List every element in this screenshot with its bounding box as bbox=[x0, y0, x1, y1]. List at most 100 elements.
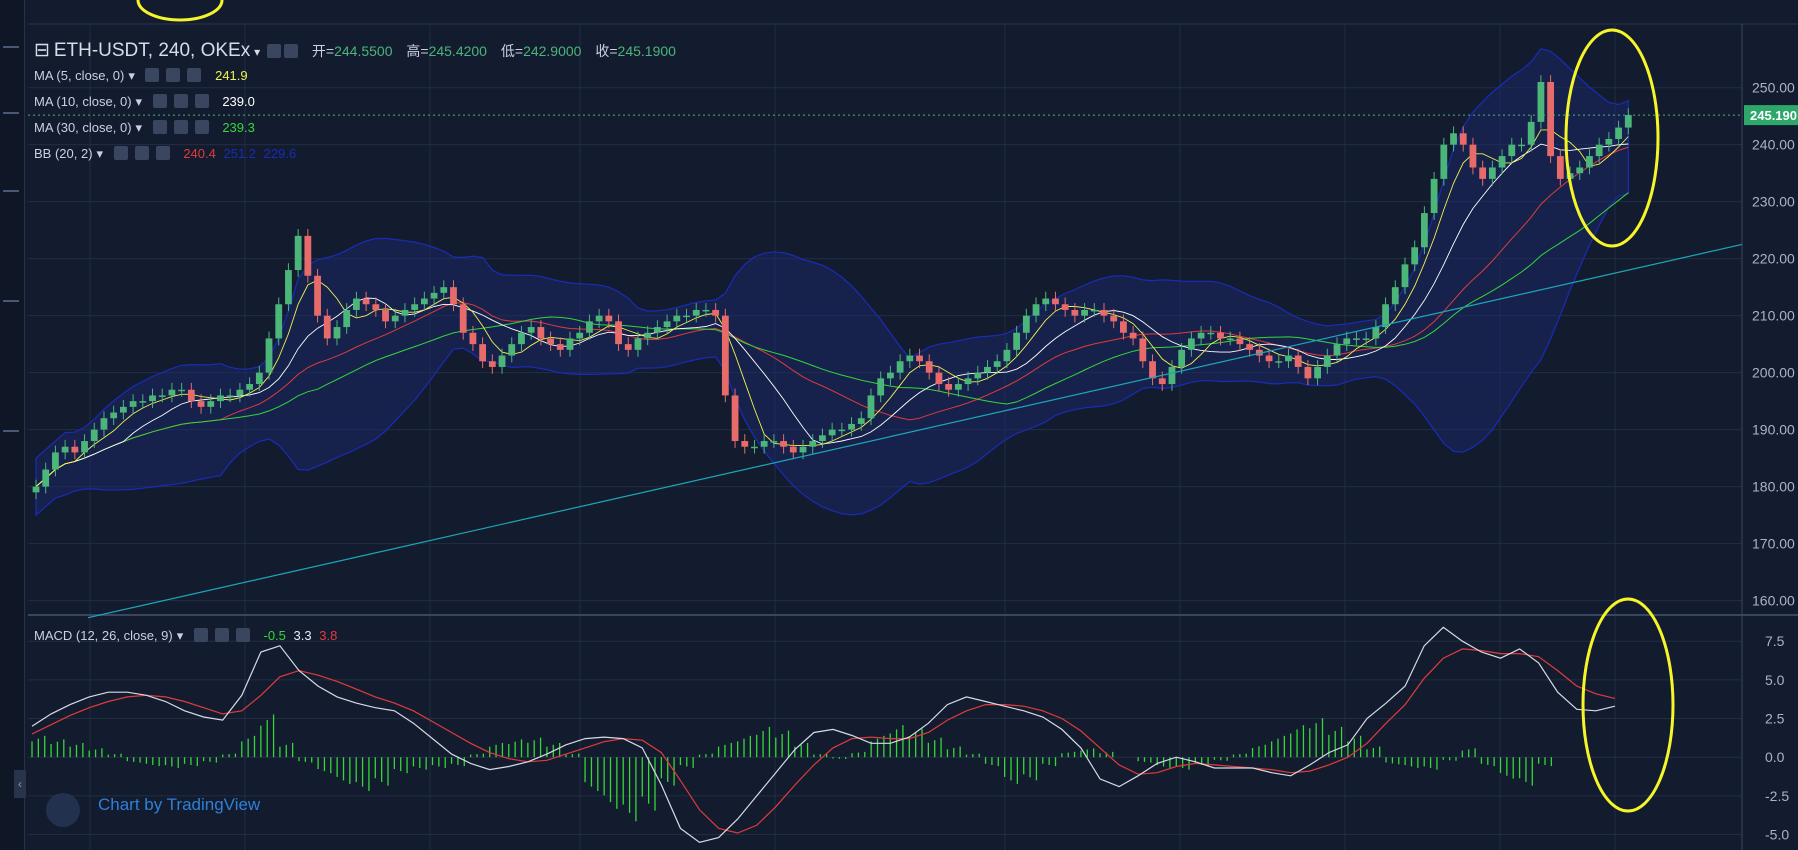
close-icon[interactable] bbox=[194, 120, 209, 134]
indicator-bb[interactable]: BB (20, 2) ▾ 240.4 251.2 229.6 bbox=[34, 146, 300, 162]
last-price-value: 245.190 bbox=[1750, 108, 1797, 123]
gear-icon[interactable] bbox=[284, 44, 299, 58]
candle-body bbox=[100, 418, 108, 430]
candle-body bbox=[1207, 332, 1215, 335]
fib-tool-icon[interactable] bbox=[3, 190, 19, 192]
candle-body bbox=[1459, 133, 1467, 145]
gear-icon[interactable] bbox=[173, 94, 188, 108]
annotation-ellipse-top bbox=[136, 0, 224, 22]
indicator-name: MA (10, close, 0) bbox=[34, 94, 132, 109]
candle-body bbox=[90, 429, 98, 442]
candle-body bbox=[1168, 366, 1176, 385]
indicator-ma30[interactable]: MA (30, close, 0) ▾ 239.3 bbox=[34, 120, 259, 136]
eye-icon[interactable] bbox=[152, 120, 167, 134]
candle-body bbox=[1469, 144, 1477, 168]
macd-legend[interactable]: MACD (12, 26, close, 9) ▾ -0.5 3.3 3.8 bbox=[34, 628, 341, 644]
collapse-legend-icon[interactable]: ⊟ bbox=[34, 40, 50, 61]
candle-body bbox=[1032, 304, 1040, 316]
candle-body bbox=[954, 384, 962, 390]
indicator-name: MA (5, close, 0) bbox=[34, 68, 125, 83]
candle-body bbox=[236, 389, 244, 396]
candle-body bbox=[1090, 309, 1098, 312]
symbol-title[interactable]: ETH-USDT, 240, OKEx bbox=[53, 40, 251, 61]
indicator-value: 239.3 bbox=[222, 120, 255, 135]
chevron-down-icon[interactable]: ▾ bbox=[135, 94, 143, 109]
candle-body bbox=[1265, 355, 1273, 362]
brush-tool-icon[interactable] bbox=[3, 300, 19, 302]
indicator-ma10[interactable]: MA (10, close, 0) ▾ 239.0 bbox=[34, 94, 259, 110]
chevron-down-icon[interactable]: ▾ bbox=[128, 68, 135, 83]
candle-body bbox=[624, 344, 632, 350]
gear-icon[interactable] bbox=[134, 146, 149, 160]
candle-body bbox=[498, 355, 506, 367]
candle-body bbox=[887, 372, 894, 379]
eye-icon[interactable] bbox=[145, 68, 160, 82]
eye-icon[interactable] bbox=[152, 94, 167, 108]
candle-body bbox=[1450, 133, 1457, 145]
chevron-down-icon[interactable]: ▾ bbox=[135, 120, 143, 135]
candle-body bbox=[178, 389, 186, 392]
candle-body bbox=[217, 395, 224, 402]
ohlc-high-value: 245.4200 bbox=[428, 43, 487, 59]
candle-body bbox=[1139, 338, 1147, 362]
close-icon[interactable] bbox=[155, 146, 170, 160]
measure-tool-icon[interactable] bbox=[3, 430, 19, 432]
eye-icon[interactable] bbox=[193, 628, 208, 642]
gear-icon[interactable] bbox=[166, 68, 181, 82]
candle-body bbox=[809, 441, 817, 447]
chevron-down-icon[interactable]: ▾ bbox=[176, 628, 184, 643]
candle-body bbox=[158, 395, 166, 397]
ohlc-low-label: 低= bbox=[500, 43, 524, 59]
indicator-ma5[interactable]: MA (5, close, 0) ▾ 241.9 bbox=[34, 68, 252, 84]
price-axis-tick: 250.00 bbox=[1752, 80, 1795, 96]
candle-body bbox=[974, 372, 982, 379]
candle-body bbox=[663, 321, 671, 328]
macd-series-macd bbox=[31, 626, 1616, 843]
candle-body bbox=[1498, 156, 1506, 168]
candle-body bbox=[430, 292, 438, 299]
candle-body bbox=[1100, 309, 1108, 316]
candle-body bbox=[605, 315, 613, 322]
candle-body bbox=[964, 378, 972, 385]
candle-body bbox=[945, 384, 953, 390]
candle-body bbox=[353, 298, 360, 310]
main-legend: ⊟ ETH-USDT, 240, OKEx ▾ 开=244.5500 高=245… bbox=[34, 39, 676, 62]
candle-body bbox=[1304, 366, 1312, 379]
close-icon[interactable] bbox=[194, 94, 209, 108]
collapse-toolbar-button[interactable]: ‹ bbox=[14, 770, 26, 798]
candle-body bbox=[197, 401, 205, 407]
candle-body bbox=[1362, 338, 1370, 340]
candle-body bbox=[1323, 355, 1331, 367]
candle-body bbox=[1430, 178, 1438, 214]
indicator-value: 241.9 bbox=[215, 68, 248, 83]
candle-body bbox=[537, 327, 545, 339]
candle-body bbox=[1527, 121, 1535, 145]
candle-body bbox=[1110, 315, 1118, 322]
gear-icon[interactable] bbox=[214, 628, 229, 642]
candle-body bbox=[1537, 81, 1545, 122]
gear-icon[interactable] bbox=[173, 120, 188, 134]
left-toolbar[interactable] bbox=[0, 0, 25, 850]
macd-name: MACD (12, 26, close, 9) bbox=[34, 628, 173, 643]
candle-body bbox=[1586, 156, 1593, 168]
chevron-down-icon[interactable]: ▾ bbox=[254, 45, 261, 59]
cursor-tool-icon[interactable] bbox=[3, 46, 19, 48]
candle-body bbox=[1022, 315, 1030, 333]
close-icon[interactable] bbox=[235, 628, 250, 642]
candle-body bbox=[1391, 287, 1399, 305]
candle-body bbox=[634, 338, 642, 350]
close-icon[interactable] bbox=[187, 68, 202, 82]
candle-body bbox=[1275, 361, 1283, 363]
candle-body bbox=[1246, 344, 1254, 350]
candle-body bbox=[906, 355, 914, 362]
macd-axis-tick: 5.0 bbox=[1765, 672, 1785, 688]
candle-body bbox=[673, 315, 681, 322]
trendline-tool-icon[interactable] bbox=[3, 112, 19, 114]
candle-body bbox=[1129, 332, 1137, 339]
chevron-down-icon[interactable]: ▾ bbox=[96, 146, 104, 161]
watermark[interactable]: Chart by TradingView bbox=[98, 795, 261, 814]
candle-body bbox=[314, 275, 321, 316]
eye-icon[interactable] bbox=[113, 146, 128, 160]
eye-icon[interactable] bbox=[267, 44, 282, 58]
